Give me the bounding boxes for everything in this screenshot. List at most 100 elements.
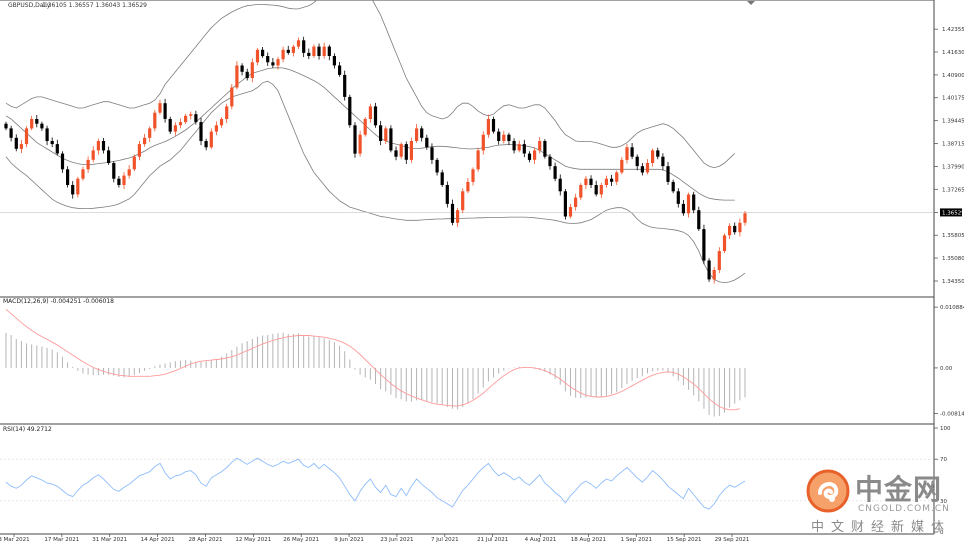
candle xyxy=(50,137,54,148)
candle xyxy=(204,138,208,151)
candle xyxy=(45,125,49,146)
rsi-tick-label: 100 xyxy=(940,426,951,432)
candle xyxy=(527,151,532,163)
chart-shift-marker[interactable] xyxy=(747,1,755,5)
candle-body xyxy=(214,125,218,132)
candle-body xyxy=(456,210,460,223)
candle xyxy=(548,154,552,170)
candle-body xyxy=(389,128,393,151)
candle xyxy=(189,111,193,120)
candle xyxy=(563,189,567,220)
candle xyxy=(450,199,455,226)
candle xyxy=(717,247,721,273)
candle-body xyxy=(173,125,177,132)
candle-body xyxy=(163,103,167,119)
candle xyxy=(656,147,660,160)
candle-body xyxy=(692,194,696,211)
price-tick-label: 1.42355 xyxy=(942,27,964,33)
candle xyxy=(681,200,685,216)
candle xyxy=(420,126,424,142)
candle xyxy=(486,114,490,138)
candle xyxy=(394,146,398,161)
candle-body xyxy=(476,150,480,170)
candle xyxy=(286,45,290,55)
candle-body xyxy=(338,65,342,75)
candle-body xyxy=(656,150,660,157)
candle-body xyxy=(96,141,100,151)
candle-body xyxy=(307,52,311,56)
rsi-tick-label: 70 xyxy=(940,457,947,463)
candle-body xyxy=(373,106,378,126)
candle-body xyxy=(235,65,239,88)
candle xyxy=(86,156,90,173)
candle-body xyxy=(358,134,362,154)
bollinger-upper-band xyxy=(5,0,735,169)
candle xyxy=(24,126,29,148)
candle-body xyxy=(55,144,59,154)
candle xyxy=(497,128,501,145)
bollinger-middle-band xyxy=(5,67,735,201)
candle xyxy=(107,146,111,165)
candle xyxy=(456,207,460,227)
candle-body xyxy=(543,141,547,157)
candle-body xyxy=(101,141,106,151)
candle-body xyxy=(538,141,542,151)
candle-body xyxy=(4,123,8,129)
candle xyxy=(235,61,239,90)
candle-body xyxy=(471,169,475,182)
candle-body xyxy=(594,185,598,195)
candle-body xyxy=(230,87,234,107)
candle-body xyxy=(599,185,603,195)
candle xyxy=(153,109,157,132)
candle-body xyxy=(645,163,650,173)
candle-body xyxy=(697,210,701,230)
date-tick-label: 21 Jul 2021 xyxy=(477,537,508,543)
candle xyxy=(604,175,608,188)
rsi-line xyxy=(5,457,746,510)
candle-body xyxy=(250,62,254,78)
candle-body xyxy=(45,128,49,141)
candle xyxy=(245,68,249,81)
date-tick-label: 1 Sep 2021 xyxy=(621,537,652,543)
candle-body xyxy=(604,178,608,185)
candle xyxy=(81,166,85,181)
candle-body xyxy=(107,150,111,163)
candle-body xyxy=(332,56,336,66)
candle xyxy=(733,222,737,235)
candle-body xyxy=(435,159,439,173)
candle-body xyxy=(60,153,65,170)
candle-body xyxy=(615,172,619,182)
candle xyxy=(240,63,244,76)
macd-signal-line xyxy=(5,308,740,411)
candle xyxy=(517,140,521,153)
date-tick-label: 14 Apr 2021 xyxy=(141,537,175,543)
candle xyxy=(96,138,100,155)
candle xyxy=(225,103,229,124)
candle xyxy=(291,44,295,57)
candle xyxy=(476,147,480,172)
candle-body xyxy=(199,122,203,141)
candle-body xyxy=(178,122,183,126)
candle xyxy=(661,153,665,171)
candle xyxy=(615,170,619,185)
candle xyxy=(409,137,413,163)
candle xyxy=(384,126,388,145)
candle xyxy=(199,117,203,146)
candle xyxy=(112,161,116,183)
rsi-tick-label: 0 xyxy=(940,530,944,536)
candle xyxy=(55,139,59,156)
candle xyxy=(353,122,357,158)
candle xyxy=(558,174,562,196)
candle xyxy=(666,161,670,185)
macd-tick-label: 0.010884 xyxy=(940,305,964,311)
candle xyxy=(379,120,383,146)
candle-body xyxy=(317,46,321,56)
candle xyxy=(158,99,162,115)
candle xyxy=(445,181,449,208)
current-price-label: 1.36529 xyxy=(942,211,964,217)
candle xyxy=(368,103,372,123)
candle xyxy=(404,141,408,165)
candle-body xyxy=(681,203,685,214)
